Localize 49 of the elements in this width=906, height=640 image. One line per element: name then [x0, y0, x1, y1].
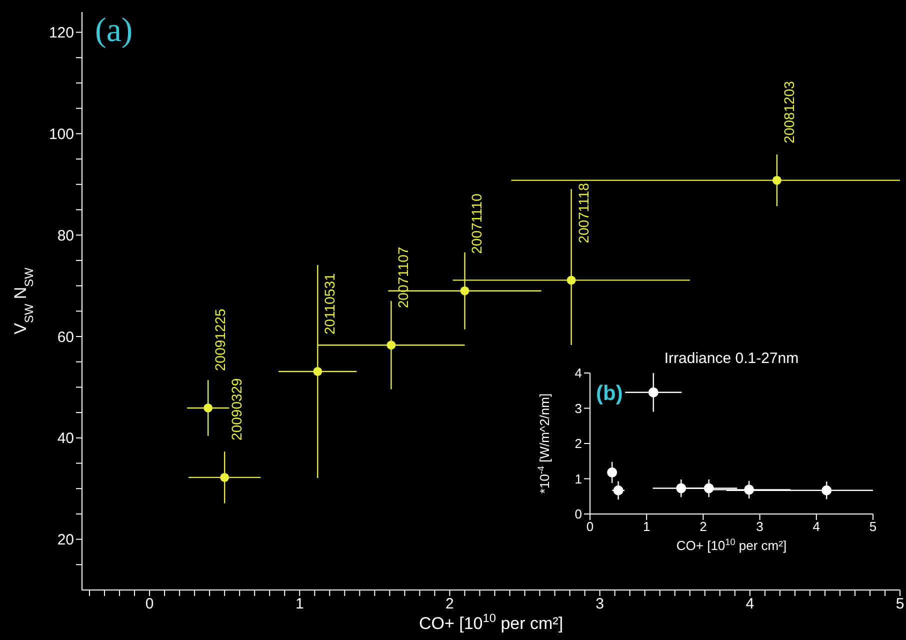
- x-tick-label: 4: [746, 596, 754, 613]
- point: [313, 366, 322, 376]
- y-tick-label: 2: [574, 436, 582, 452]
- y-tick-label: 1: [574, 471, 582, 486]
- annotation: (b): [596, 382, 623, 405]
- annotation: 20071118: [575, 182, 592, 244]
- x-axis-title: CO+ [10$^{10}$ per cm²]: [418, 611, 564, 633]
- x-tick-label: 0: [586, 519, 594, 534]
- x-tick-label: 3: [756, 519, 764, 534]
- annotation: 20081203: [780, 80, 797, 144]
- point: [648, 387, 658, 398]
- y-tick-label: 3: [574, 400, 582, 416]
- x-tick-label: 5: [896, 596, 904, 613]
- y-tick-label: 20: [57, 532, 74, 549]
- point: [607, 467, 618, 478]
- chart-title: Irradiance 0.1-27nm: [664, 350, 799, 367]
- y-tick-label: 80: [57, 227, 74, 244]
- x-tick-label: 2: [700, 519, 707, 534]
- point: [704, 483, 714, 494]
- y-tick-label: 40: [57, 430, 74, 448]
- x-tick-label: 2: [446, 596, 454, 613]
- y-tick-label: 60: [57, 328, 74, 346]
- y-tick-label: 120: [48, 24, 74, 42]
- annotation: 20091225: [212, 308, 228, 371]
- annotation: 20071110: [468, 193, 485, 254]
- point: [566, 276, 576, 285]
- annotation: 20071107: [395, 246, 412, 308]
- x-tick-label: 5: [869, 519, 877, 534]
- annotation: 20110531: [322, 273, 338, 334]
- point: [676, 483, 686, 494]
- x-tick-label: 1: [295, 596, 304, 613]
- point: [772, 176, 782, 185]
- point: [744, 484, 754, 495]
- y-tick-label: 100: [48, 126, 74, 144]
- point: [822, 485, 832, 496]
- point: [204, 403, 213, 412]
- annotation: 20090329: [228, 378, 245, 440]
- x-tick-label: 0: [145, 596, 154, 613]
- x-tick-label: 4: [812, 519, 820, 534]
- point: [386, 340, 396, 350]
- y-tick-label: 4: [574, 366, 582, 381]
- x-tick-label: 1: [642, 519, 650, 534]
- point: [220, 472, 230, 482]
- y-tick-label: 0: [574, 506, 582, 522]
- annotation: (a): [95, 12, 133, 49]
- x-tick-label: 3: [596, 596, 604, 613]
- point: [460, 286, 470, 296]
- point: [613, 485, 624, 496]
- x-axis-title: CO+ [10$^{10}$ per cm²]: [676, 537, 787, 553]
